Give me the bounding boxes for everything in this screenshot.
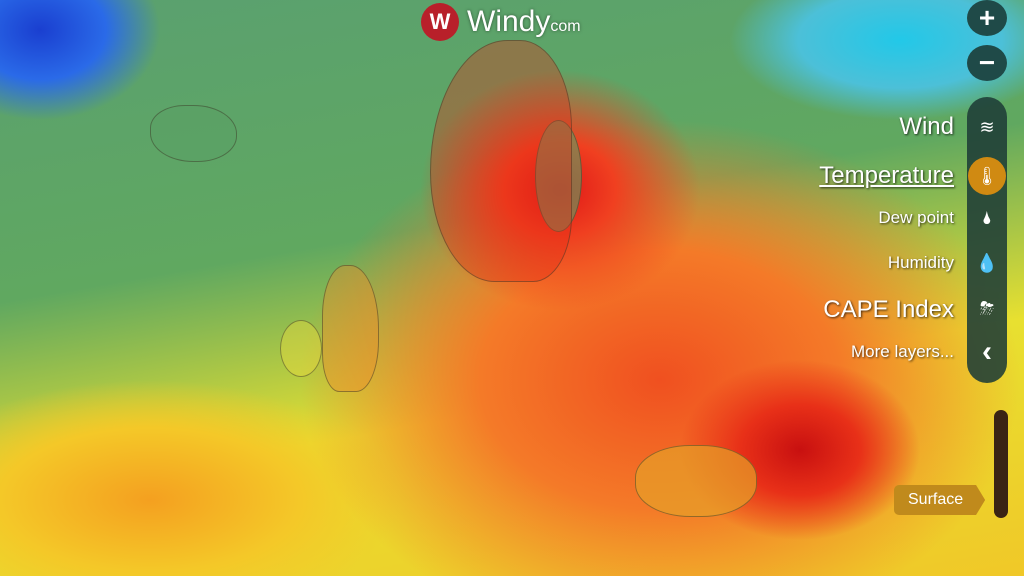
layer-rail — [967, 97, 1007, 383]
zoom-out-button[interactable]: − — [967, 45, 1007, 81]
scandinavia — [430, 40, 572, 282]
humidity-icon[interactable]: 💧 — [975, 252, 999, 273]
altitude-label-surface[interactable]: Surface — [894, 485, 986, 515]
ireland — [280, 320, 322, 377]
plus-icon: + — [978, 2, 996, 33]
iceland — [150, 105, 237, 162]
zoom-in-button[interactable]: + — [967, 0, 1007, 36]
minus-icon: − — [978, 47, 996, 78]
layer-dew-point[interactable]: Dew point — [878, 208, 954, 227]
surface-label: Surface — [908, 491, 964, 508]
altitude-slider[interactable] — [994, 410, 1008, 518]
logo-suffix: com — [550, 18, 581, 35]
wind-icon[interactable]: ≋ — [979, 116, 995, 137]
more-layers-link[interactable]: More layers... — [851, 342, 954, 361]
dew-point-icon[interactable]: 🌢 — [981, 207, 993, 228]
logo-text: Windy — [467, 5, 551, 38]
layer-cape-index[interactable]: CAPE Index — [823, 296, 954, 323]
windy-logo-icon: W — [421, 3, 459, 41]
layer-temperature[interactable]: Temperature — [819, 162, 954, 189]
layer-humidity[interactable]: Humidity — [887, 253, 954, 272]
chevron-left-icon[interactable]: ‹ — [982, 335, 992, 368]
great-britain — [322, 265, 379, 392]
windy-logo[interactable]: W Windy com — [421, 2, 581, 42]
layer-wind[interactable]: Wind — [899, 113, 954, 140]
storm-icon[interactable]: ⛈ — [979, 297, 995, 318]
thermometer-icon[interactable]: 🌡 — [968, 157, 1006, 195]
black-sea — [635, 445, 757, 517]
